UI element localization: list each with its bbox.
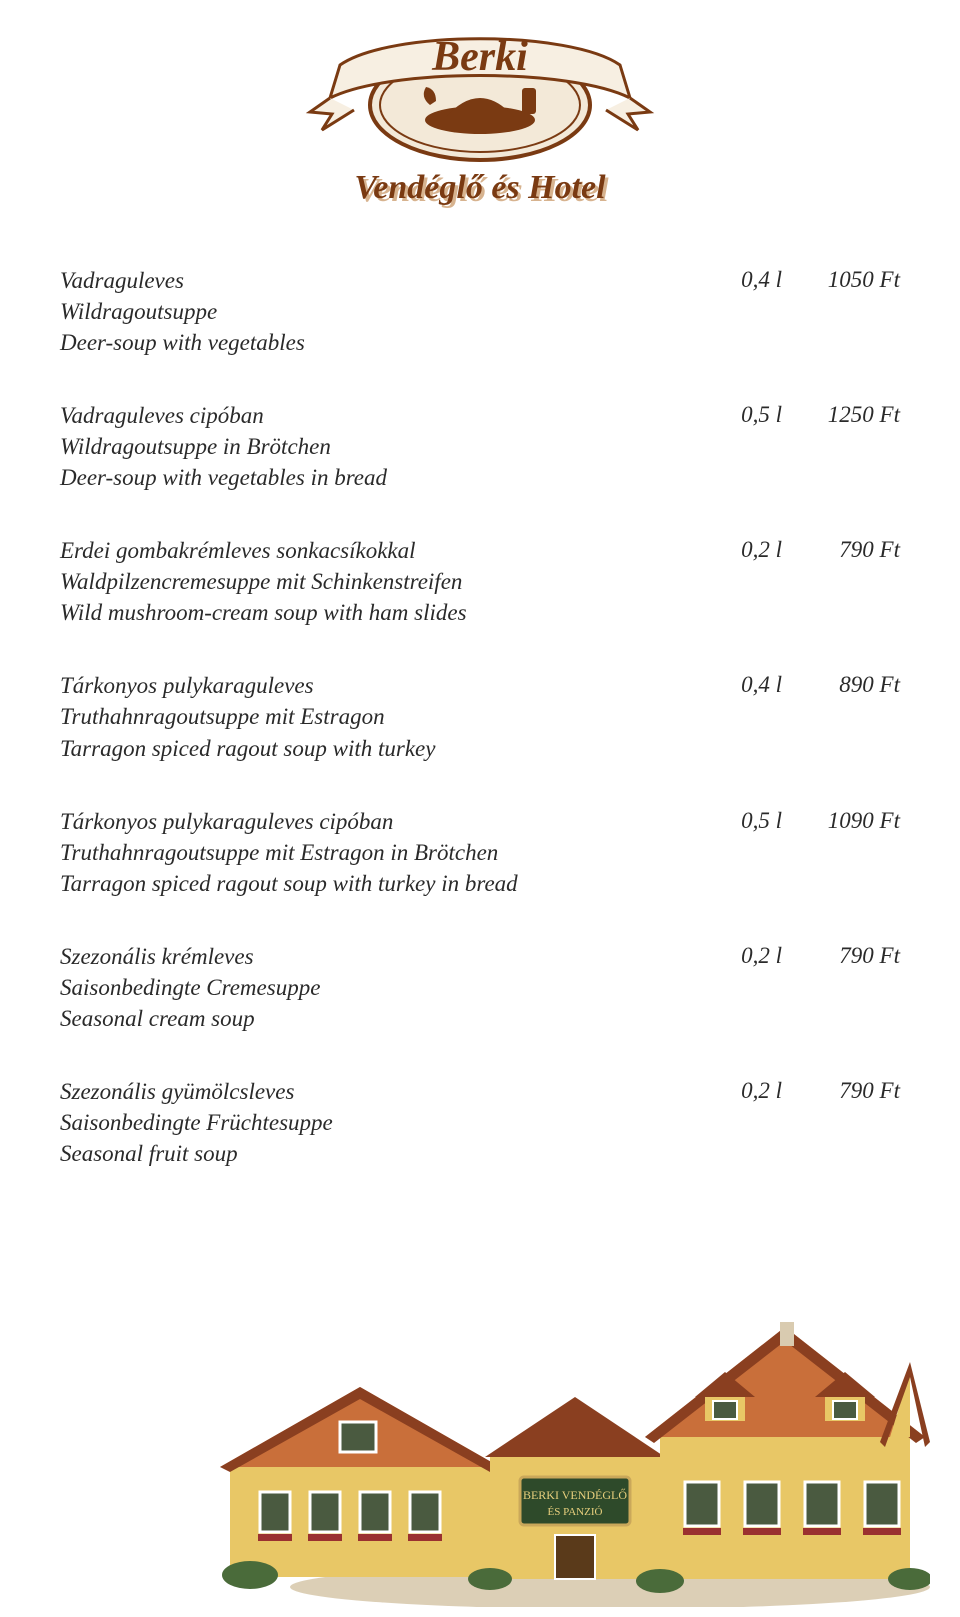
menu-item-price-block: 0,5 l 1250 Ft: [722, 400, 900, 428]
menu-item-de: Saisonbedingte Früchtesuppe: [60, 1107, 722, 1138]
menu-item: Szezonális gyümölcsleves Saisonbedingte …: [60, 1076, 900, 1169]
menu-item: Erdei gombakrémleves sonkacsíkokkal Wald…: [60, 535, 900, 628]
menu-item: Vadraguleves Wildragoutsuppe Deer-soup w…: [60, 265, 900, 358]
building-sign-line1: BERKI VENDÉGLŐ: [523, 1488, 627, 1502]
menu-item-hu: Szezonális krémleves: [60, 941, 722, 972]
menu-item-hu: Erdei gombakrémleves sonkacsíkokkal: [60, 535, 722, 566]
menu-item-en: Deer-soup with vegetables: [60, 327, 722, 358]
menu-item-hu: Vadraguleves: [60, 265, 722, 296]
menu-item-en: Tarragon spiced ragout soup with turkey: [60, 733, 722, 764]
menu-item-qty: 0,5 l: [722, 808, 782, 834]
menu-item-hu: Vadraguleves cipóban: [60, 400, 722, 431]
menu-item-price: 1090 Ft: [800, 808, 900, 834]
menu-item-hu: Tárkonyos pulykaraguleves: [60, 670, 722, 701]
menu-item-de: Wildragoutsuppe: [60, 296, 722, 327]
menu-item-price: 1250 Ft: [800, 402, 900, 428]
menu-item-price: 790 Ft: [800, 537, 900, 563]
menu-item-de: Truthahnragoutsuppe mit Estragon in Bröt…: [60, 837, 722, 868]
menu-item-price-block: 0,5 l 1090 Ft: [722, 806, 900, 834]
menu-item-price-block: 0,2 l 790 Ft: [722, 1076, 900, 1104]
menu-item-price: 790 Ft: [800, 943, 900, 969]
menu-item-en: Tarragon spiced ragout soup with turkey …: [60, 868, 722, 899]
menu-item-text: Erdei gombakrémleves sonkacsíkokkal Wald…: [60, 535, 722, 628]
menu-item: Szezonális krémleves Saisonbedingte Crem…: [60, 941, 900, 1034]
menu-item-en: Wild mushroom-cream soup with ham slides: [60, 597, 722, 628]
menu-item-text: Vadraguleves Wildragoutsuppe Deer-soup w…: [60, 265, 722, 358]
menu-item-de: Saisonbedingte Cremesuppe: [60, 972, 722, 1003]
menu-item-price-block: 0,4 l 890 Ft: [722, 670, 900, 698]
menu-item-price: 890 Ft: [800, 672, 900, 698]
building-sign-line2: ÉS PANZIÓ: [548, 1506, 603, 1518]
menu-item-de: Wildragoutsuppe in Brötchen: [60, 431, 722, 462]
menu-item-hu: Szezonális gyümölcsleves: [60, 1076, 722, 1107]
menu-item-qty: 0,5 l: [722, 402, 782, 428]
menu-item-price-block: 0,2 l 790 Ft: [722, 941, 900, 969]
menu-item-qty: 0,2 l: [722, 943, 782, 969]
menu-item-de: Waldpilzencremesuppe mit Schinkenstreife…: [60, 566, 722, 597]
menu-item: Tárkonyos pulykaraguleves cipóban Trutha…: [60, 806, 900, 899]
menu-item-qty: 0,2 l: [722, 537, 782, 563]
menu-item-en: Seasonal cream soup: [60, 1003, 722, 1034]
logo-bottom-text: Vendéglő és Hotel: [354, 169, 606, 206]
menu-item: Tárkonyos pulykaraguleves Truthahnragout…: [60, 670, 900, 763]
menu-item-qty: 0,4 l: [722, 267, 782, 293]
menu-item-qty: 0,2 l: [722, 1078, 782, 1104]
menu-item-text: Vadraguleves cipóban Wildragoutsuppe in …: [60, 400, 722, 493]
menu-item-price: 1050 Ft: [800, 267, 900, 293]
menu-item-qty: 0,4 l: [722, 672, 782, 698]
menu-item-text: Szezonális gyümölcsleves Saisonbedingte …: [60, 1076, 722, 1169]
building-illustration: BERKI VENDÉGLŐ ÉS PANZIÓ: [190, 1267, 930, 1607]
menu-item-de: Truthahnragoutsuppe mit Estragon: [60, 701, 722, 732]
menu-item-price-block: 0,4 l 1050 Ft: [722, 265, 900, 293]
menu-item-price: 790 Ft: [800, 1078, 900, 1104]
menu-list: Vadraguleves Wildragoutsuppe Deer-soup w…: [0, 265, 960, 1169]
logo: Berki Vendéglő és Hotel Vendéglő és Hote…: [0, 0, 960, 265]
menu-item-text: Tárkonyos pulykaraguleves cipóban Trutha…: [60, 806, 722, 899]
menu-item-en: Seasonal fruit soup: [60, 1138, 722, 1169]
menu-item-text: Tárkonyos pulykaraguleves Truthahnragout…: [60, 670, 722, 763]
logo-top-text: Berki: [431, 34, 528, 80]
menu-item-hu: Tárkonyos pulykaraguleves cipóban: [60, 806, 722, 837]
menu-item: Vadraguleves cipóban Wildragoutsuppe in …: [60, 400, 900, 493]
menu-item-text: Szezonális krémleves Saisonbedingte Crem…: [60, 941, 722, 1034]
menu-item-price-block: 0,2 l 790 Ft: [722, 535, 900, 563]
logo-svg: Berki Vendéglő és Hotel Vendéglő és Hote…: [270, 20, 690, 220]
menu-item-en: Deer-soup with vegetables in bread: [60, 462, 722, 493]
